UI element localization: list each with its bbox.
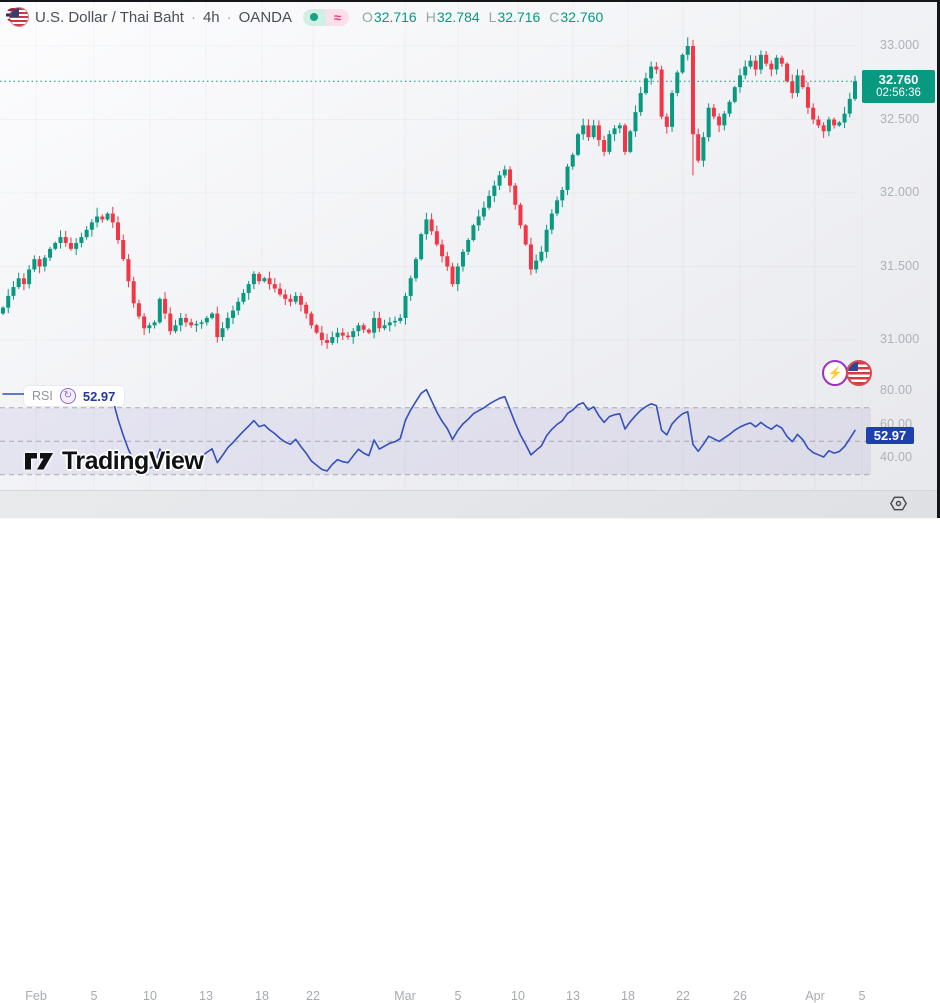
time-tick-label: Feb (25, 989, 47, 1003)
rsi-tick-label: 80.00 (880, 383, 913, 397)
ohlc-values: O 32.716 H 32.784 L 32.716 C 32.760 (362, 9, 603, 25)
separator: · (226, 8, 232, 26)
tradingview-watermark[interactable]: TradingView (24, 446, 204, 476)
last-price-value: 32.760 (878, 72, 919, 88)
time-tick-label: 10 (511, 989, 525, 1003)
tradingview-watermark-text: TradingView (62, 446, 204, 475)
low-value: 32.716 (497, 9, 541, 25)
time-tick-label: 5 (454, 989, 462, 1003)
time-tick-label: 18 (621, 989, 635, 1003)
bar-countdown: 02:56:36 (876, 87, 921, 100)
time-tick-label: 22 (676, 989, 690, 1003)
window-top-border (0, 0, 940, 2)
time-tick-label: 13 (566, 989, 580, 1003)
symbol-legend[interactable]: U.S. Dollar / Thai Baht · 4h · OANDA ≈ O… (6, 7, 603, 27)
price-tick-label: 33.000 (880, 38, 920, 52)
open-value: 32.716 (373, 9, 417, 25)
window-right-border (937, 0, 940, 518)
time-scale[interactable]: Feb 5 10 13 18 22 Mar 5 10 13 18 22 26 Apr 5 (0, 490, 937, 1003)
high-label: H (425, 9, 436, 25)
separator: · (190, 8, 196, 26)
high-value: 32.784 (436, 9, 480, 25)
time-tick-label: 10 (143, 989, 157, 1003)
us-flag-bubble-icon[interactable] (846, 360, 872, 386)
market-status-badges[interactable]: ≈ (302, 8, 349, 26)
price-tick-label: 31.500 (880, 258, 920, 273)
price-tick-label: 32.000 (880, 185, 920, 199)
last-price-badge[interactable]: 32.760 02:56:36 (862, 70, 935, 104)
open-label: O (361, 9, 373, 25)
symbol-title[interactable]: U.S. Dollar / Thai Baht (35, 8, 184, 26)
chart-settings-gear-icon[interactable] (890, 495, 907, 512)
time-tick-label: 13 (199, 989, 213, 1003)
time-tick-label: 26 (733, 989, 747, 1003)
usdthb-pair-flag-icon (6, 7, 28, 27)
lightning-icon[interactable]: ⚡ (822, 360, 848, 386)
time-tick-label: 5 (858, 989, 866, 1003)
delayed-data-badge[interactable]: ≈ (325, 8, 349, 26)
rsi-refresh-icon[interactable]: ↻ (59, 388, 76, 404)
low-label: L (488, 9, 497, 25)
us-flag-icon (10, 8, 28, 26)
time-tick-label: 5 (90, 989, 98, 1003)
rsi-value: 52.97 (82, 388, 116, 404)
market-open-dot-icon (310, 13, 319, 21)
rsi-value-badge: 52.97 (866, 427, 914, 445)
close-label: C (549, 9, 560, 25)
rsi-legend[interactable]: RSI ↻ 52.97 (24, 386, 125, 406)
price-tick-label: 31.000 (880, 332, 920, 346)
exchange-label[interactable]: OANDA (238, 8, 292, 26)
interval-label[interactable]: 4h (202, 8, 220, 26)
price-tick-label: 32.500 (880, 111, 920, 126)
time-tick-label: 18 (255, 989, 269, 1003)
rsi-tick-label: 60.00 (880, 416, 913, 431)
market-open-badge[interactable] (302, 8, 326, 26)
rsi-label: RSI (32, 389, 53, 403)
time-tick-label: Mar (394, 989, 416, 1003)
rsi-tick-label: 40.00 (880, 450, 913, 464)
time-tick-label: 22 (306, 989, 320, 1003)
chart-canvas[interactable] (0, 0, 940, 518)
close-value: 32.760 (560, 9, 604, 25)
tradingview-logo-icon (25, 453, 53, 470)
time-tick-label: Apr (805, 989, 825, 1003)
